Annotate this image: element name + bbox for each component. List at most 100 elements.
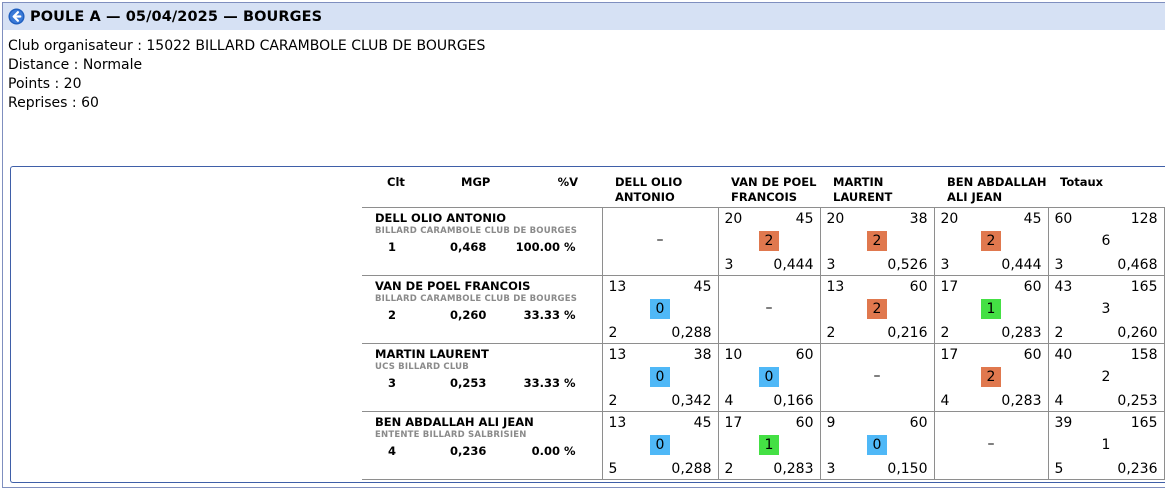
match-points-badge: 2 [867, 231, 887, 251]
player-name[interactable]: DELL OLIO ANTONIO [375, 211, 507, 225]
match-score: 13 45 [609, 415, 712, 431]
match-average: 0,288 [671, 325, 712, 341]
total-reprises: 5 [1054, 461, 1064, 477]
player-win-percent: 33.33 % [523, 376, 576, 390]
player-rank: 1 [388, 240, 397, 254]
match-stats: 2 0,288 [609, 325, 712, 341]
header-opponent-4-line1: BEN ABDALLAH [947, 175, 1047, 189]
table-row: DELL OLIO ANTONIO BILLARD CARAMBOLE CLUB … [362, 207, 1165, 276]
organizer-club: Club organisateur : 15022 BILLARD CARAMB… [8, 38, 486, 54]
player-win-percent: 0.00 % [531, 444, 576, 458]
total-score: 39 165 [1055, 415, 1158, 431]
match-average: 0,283 [1001, 325, 1042, 341]
match-points-badge: 2 [981, 367, 1001, 387]
match-points-badge: 2 [867, 299, 887, 319]
match-reprises: 2 [826, 325, 836, 341]
match-average: 0,444 [1001, 257, 1042, 273]
player-info: VAN DE POEL FRANCOIS BILLARD CARAMBOLE CL… [362, 275, 602, 344]
player-mgp: 0,468 [450, 240, 487, 254]
match-average: 0,288 [671, 461, 712, 477]
total-score: 43 165 [1055, 279, 1158, 295]
match-points: 20 [826, 211, 845, 227]
match-cell: 20 45 2 3 0,444 [717, 207, 821, 276]
self-cell: – [601, 207, 719, 276]
player-club: BILLARD CARAMBOLE CLUB DE BOURGES [375, 226, 578, 236]
total-caramboles: 128 [1130, 211, 1158, 227]
header-opponent-1-line1: DELL OLIO [615, 175, 683, 189]
player-club: ENTENTE BILLARD SALBRISIEN [375, 430, 527, 440]
table-row: MARTIN LAURENT UCS BILLARD CLUB 3 0,253 33.3… [362, 343, 1165, 412]
match-stats: 2 0,283 [941, 325, 1042, 341]
match-reprises: 3 [724, 257, 734, 273]
match-caramboles: 60 [795, 347, 814, 363]
match-reprises: 2 [608, 393, 618, 409]
header-opponent-3-line1: MARTIN [833, 175, 884, 189]
match-points-badge: 0 [650, 435, 670, 455]
player-rank: 2 [388, 308, 397, 322]
match-points-badge: 0 [650, 367, 670, 387]
match-points: 20 [724, 211, 743, 227]
match-average: 0,216 [887, 325, 928, 341]
match-points-badge: 0 [650, 299, 670, 319]
match-cell: 13 60 2 2 0,216 [819, 275, 935, 344]
player-mgp: 0,253 [450, 376, 487, 390]
distance: Distance : Normale [8, 57, 143, 73]
match-points: 9 [826, 415, 836, 431]
empty-dash: – [873, 368, 881, 384]
match-score: 17 60 [941, 347, 1042, 363]
match-points: 13 [608, 279, 627, 295]
match-average: 0,526 [887, 257, 928, 273]
header-opponent-3-line2: LAURENT [833, 190, 893, 204]
player-mgp: 0,260 [450, 308, 487, 322]
poule-table: Clt MGP %V DELL OLIO ANTONIO VAN DE POEL F… [362, 166, 1165, 480]
match-score: 10 60 [725, 347, 814, 363]
match-stats: 2 0,342 [609, 393, 712, 409]
match-caramboles: 60 [795, 415, 814, 431]
total-reprises: 3 [1054, 257, 1064, 273]
player-name[interactable]: VAN DE POEL FRANCOIS [375, 279, 531, 293]
total-stats: 5 0,236 [1055, 461, 1158, 477]
header-opponent-1-line2: ANTONIO [615, 190, 675, 204]
match-average: 0,342 [671, 393, 712, 409]
totals-cell: 43 165 3 2 0,260 [1047, 275, 1165, 344]
player-info: BEN ABDALLAH ALI JEAN ENTENTE BILLARD SAL… [362, 411, 602, 480]
match-average: 0,150 [887, 461, 928, 477]
match-points: 13 [608, 415, 627, 431]
match-points-badge: 1 [759, 435, 779, 455]
player-name[interactable]: BEN ABDALLAH ALI JEAN [375, 415, 534, 429]
total-caramboles: 165 [1130, 415, 1158, 431]
header-opponent-4-line2: ALI JEAN [947, 190, 1003, 204]
match-cell: 20 38 2 3 0,526 [819, 207, 935, 276]
header-opponent-2-line1: VAN DE POEL [731, 175, 817, 189]
match-cell: 10 60 0 4 0,166 [717, 343, 821, 412]
match-score: 20 45 [941, 211, 1042, 227]
match-points: 17 [940, 279, 959, 295]
match-stats: 3 0,444 [725, 257, 814, 273]
player-name[interactable]: MARTIN LAURENT [375, 347, 489, 361]
table-header-row: Clt MGP %V DELL OLIO ANTONIO VAN DE POEL F… [362, 166, 1164, 208]
results-panel [10, 166, 1165, 483]
total-stats: 4 0,253 [1055, 393, 1158, 409]
match-stats: 4 0,283 [941, 393, 1042, 409]
title-bar: POULE A — 05/04/2025 — BOURGES [3, 3, 1165, 30]
match-cell: 13 38 0 2 0,342 [601, 343, 719, 412]
match-points: 17 [724, 415, 743, 431]
match-score: 20 45 [725, 211, 814, 227]
match-points-badge: 2 [759, 231, 779, 251]
player-info: MARTIN LAURENT UCS BILLARD CLUB 3 0,253 33.3… [362, 343, 602, 412]
match-cell: 17 60 2 4 0,283 [933, 343, 1049, 412]
total-caramboles: 158 [1130, 347, 1158, 363]
match-reprises: 5 [608, 461, 618, 477]
match-stats: 2 0,216 [827, 325, 928, 341]
match-points: 13 [826, 279, 845, 295]
total-score: 40 158 [1055, 347, 1158, 363]
back-arrow-icon[interactable] [8, 8, 25, 25]
total-caramboles: 165 [1130, 279, 1158, 295]
match-cell: 17 60 1 2 0,283 [933, 275, 1049, 344]
self-cell: – [819, 343, 935, 412]
totals-cell: 39 165 1 5 0,236 [1047, 411, 1165, 480]
match-stats: 3 0,526 [827, 257, 928, 273]
total-stats: 2 0,260 [1055, 325, 1158, 341]
header-totaux: Totaux [1060, 175, 1104, 189]
match-caramboles: 45 [693, 415, 712, 431]
